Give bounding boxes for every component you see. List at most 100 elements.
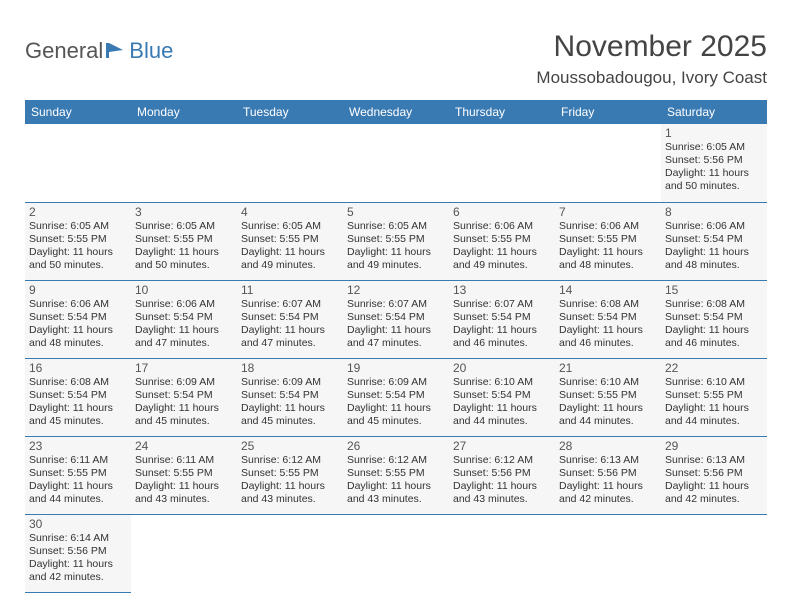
day-cell: 3Sunrise: 6:05 AMSunset: 5:55 PMDaylight… xyxy=(131,202,237,280)
day-cell: 4Sunrise: 6:05 AMSunset: 5:55 PMDaylight… xyxy=(237,202,343,280)
day-info-line: Sunset: 5:56 PM xyxy=(665,154,763,167)
day-number: 1 xyxy=(665,126,763,140)
flag-icon xyxy=(105,41,125,64)
day-info-line: Sunrise: 6:06 AM xyxy=(665,220,763,233)
logo: General Blue xyxy=(25,30,173,64)
day-info-line: Sunset: 5:55 PM xyxy=(241,233,339,246)
day-info-line: Daylight: 11 hours xyxy=(665,167,763,180)
day-info-line: Sunrise: 6:10 AM xyxy=(559,376,657,389)
day-info-line: and 49 minutes. xyxy=(453,259,551,272)
day-info: Sunrise: 6:05 AMSunset: 5:55 PMDaylight:… xyxy=(135,220,233,273)
day-info-line: Sunrise: 6:12 AM xyxy=(453,454,551,467)
day-cell: 5Sunrise: 6:05 AMSunset: 5:55 PMDaylight… xyxy=(343,202,449,280)
day-info-line: Sunset: 5:56 PM xyxy=(559,467,657,480)
day-info-line: Sunrise: 6:06 AM xyxy=(559,220,657,233)
day-info: Sunrise: 6:08 AMSunset: 5:54 PMDaylight:… xyxy=(559,298,657,351)
day-info: Sunrise: 6:05 AMSunset: 5:56 PMDaylight:… xyxy=(665,141,763,194)
day-info-line: Daylight: 11 hours xyxy=(135,246,233,259)
day-info-line: Daylight: 11 hours xyxy=(559,402,657,415)
day-info-line: Daylight: 11 hours xyxy=(453,246,551,259)
day-number: 20 xyxy=(453,361,551,375)
calendar-row: 30Sunrise: 6:14 AMSunset: 5:56 PMDayligh… xyxy=(25,514,767,592)
day-info-line: Daylight: 11 hours xyxy=(665,246,763,259)
day-info-line: Sunset: 5:55 PM xyxy=(559,389,657,402)
day-info-line: Sunset: 5:55 PM xyxy=(347,467,445,480)
day-cell: 7Sunrise: 6:06 AMSunset: 5:55 PMDaylight… xyxy=(555,202,661,280)
day-info-line: Daylight: 11 hours xyxy=(29,246,127,259)
calendar-row: 16Sunrise: 6:08 AMSunset: 5:54 PMDayligh… xyxy=(25,358,767,436)
day-info-line: Sunset: 5:55 PM xyxy=(453,233,551,246)
day-info-line: and 43 minutes. xyxy=(241,493,339,506)
day-info-line: Daylight: 11 hours xyxy=(29,324,127,337)
day-number: 8 xyxy=(665,205,763,219)
day-cell: 8Sunrise: 6:06 AMSunset: 5:54 PMDaylight… xyxy=(661,202,767,280)
day-cell: 28Sunrise: 6:13 AMSunset: 5:56 PMDayligh… xyxy=(555,436,661,514)
weekday-header: Wednesday xyxy=(343,100,449,124)
day-info-line: Daylight: 11 hours xyxy=(347,402,445,415)
location-label: Moussobadougou, Ivory Coast xyxy=(536,68,767,88)
day-number: 14 xyxy=(559,283,657,297)
day-info: Sunrise: 6:10 AMSunset: 5:55 PMDaylight:… xyxy=(665,376,763,429)
day-info-line: Sunrise: 6:13 AM xyxy=(665,454,763,467)
day-info-line: Daylight: 11 hours xyxy=(453,480,551,493)
day-number: 6 xyxy=(453,205,551,219)
day-info-line: and 48 minutes. xyxy=(665,259,763,272)
day-info-line: and 46 minutes. xyxy=(453,337,551,350)
blank-cell xyxy=(131,124,237,202)
calendar-row: 9Sunrise: 6:06 AMSunset: 5:54 PMDaylight… xyxy=(25,280,767,358)
day-cell: 18Sunrise: 6:09 AMSunset: 5:54 PMDayligh… xyxy=(237,358,343,436)
calendar-body: 1Sunrise: 6:05 AMSunset: 5:56 PMDaylight… xyxy=(25,124,767,592)
day-cell: 11Sunrise: 6:07 AMSunset: 5:54 PMDayligh… xyxy=(237,280,343,358)
day-info-line: and 49 minutes. xyxy=(347,259,445,272)
day-info-line: Sunset: 5:54 PM xyxy=(559,311,657,324)
day-info-line: Daylight: 11 hours xyxy=(135,480,233,493)
day-info-line: Sunrise: 6:06 AM xyxy=(29,298,127,311)
day-info-line: and 48 minutes. xyxy=(29,337,127,350)
day-info: Sunrise: 6:09 AMSunset: 5:54 PMDaylight:… xyxy=(135,376,233,429)
day-info: Sunrise: 6:09 AMSunset: 5:54 PMDaylight:… xyxy=(241,376,339,429)
day-info: Sunrise: 6:10 AMSunset: 5:54 PMDaylight:… xyxy=(453,376,551,429)
blank-cell xyxy=(25,124,131,202)
day-info: Sunrise: 6:08 AMSunset: 5:54 PMDaylight:… xyxy=(665,298,763,351)
weekday-header: Monday xyxy=(131,100,237,124)
weekday-header: Friday xyxy=(555,100,661,124)
day-info-line: Sunset: 5:54 PM xyxy=(29,311,127,324)
day-number: 7 xyxy=(559,205,657,219)
day-cell: 15Sunrise: 6:08 AMSunset: 5:54 PMDayligh… xyxy=(661,280,767,358)
weekday-header: Sunday xyxy=(25,100,131,124)
title-block: November 2025 Moussobadougou, Ivory Coas… xyxy=(536,30,767,88)
day-info-line: Sunrise: 6:11 AM xyxy=(135,454,233,467)
calendar-row: 2Sunrise: 6:05 AMSunset: 5:55 PMDaylight… xyxy=(25,202,767,280)
day-cell: 1Sunrise: 6:05 AMSunset: 5:56 PMDaylight… xyxy=(661,124,767,202)
day-info-line: Daylight: 11 hours xyxy=(135,324,233,337)
weekday-header: Saturday xyxy=(661,100,767,124)
day-info-line: Sunrise: 6:05 AM xyxy=(347,220,445,233)
weekday-header: Tuesday xyxy=(237,100,343,124)
day-info-line: and 44 minutes. xyxy=(453,415,551,428)
day-info: Sunrise: 6:13 AMSunset: 5:56 PMDaylight:… xyxy=(559,454,657,507)
day-cell: 25Sunrise: 6:12 AMSunset: 5:55 PMDayligh… xyxy=(237,436,343,514)
day-info: Sunrise: 6:05 AMSunset: 5:55 PMDaylight:… xyxy=(241,220,339,273)
day-info-line: and 45 minutes. xyxy=(347,415,445,428)
blank-cell xyxy=(131,514,237,592)
day-number: 4 xyxy=(241,205,339,219)
day-cell: 29Sunrise: 6:13 AMSunset: 5:56 PMDayligh… xyxy=(661,436,767,514)
day-number: 28 xyxy=(559,439,657,453)
day-info-line: and 45 minutes. xyxy=(241,415,339,428)
day-number: 5 xyxy=(347,205,445,219)
day-cell: 12Sunrise: 6:07 AMSunset: 5:54 PMDayligh… xyxy=(343,280,449,358)
day-info: Sunrise: 6:12 AMSunset: 5:55 PMDaylight:… xyxy=(241,454,339,507)
day-info-line: Sunrise: 6:08 AM xyxy=(665,298,763,311)
day-info-line: Daylight: 11 hours xyxy=(241,324,339,337)
page-header: General Blue November 2025 Moussobadougo… xyxy=(25,30,767,88)
day-info-line: Daylight: 11 hours xyxy=(241,402,339,415)
day-info: Sunrise: 6:12 AMSunset: 5:55 PMDaylight:… xyxy=(347,454,445,507)
day-info-line: and 43 minutes. xyxy=(135,493,233,506)
calendar-row: 1Sunrise: 6:05 AMSunset: 5:56 PMDaylight… xyxy=(25,124,767,202)
day-info-line: Sunset: 5:55 PM xyxy=(135,233,233,246)
day-info-line: Sunset: 5:55 PM xyxy=(347,233,445,246)
day-info-line: Sunrise: 6:10 AM xyxy=(665,376,763,389)
day-info-line: Daylight: 11 hours xyxy=(347,480,445,493)
day-info-line: Sunrise: 6:11 AM xyxy=(29,454,127,467)
day-info: Sunrise: 6:07 AMSunset: 5:54 PMDaylight:… xyxy=(347,298,445,351)
